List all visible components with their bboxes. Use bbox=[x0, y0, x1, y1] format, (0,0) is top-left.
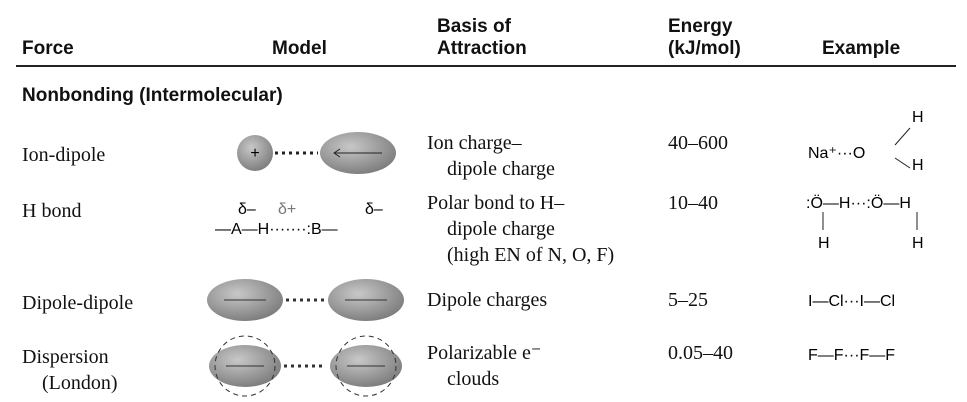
example: :Ö—H···:Ö—H bbox=[806, 194, 911, 212]
example: Na⁺···O bbox=[808, 145, 865, 162]
example: I—Cl···I—Cl bbox=[808, 293, 895, 310]
model-label: δ– bbox=[365, 201, 383, 218]
model-label: δ+ bbox=[278, 201, 296, 218]
example: F—F···F—F bbox=[808, 347, 895, 364]
example: H bbox=[912, 109, 924, 126]
example: H bbox=[912, 235, 924, 252]
model-label: δ– bbox=[238, 201, 256, 218]
drawings: + δ– δ+ δ– —A—H·······:B— Na⁺···O H H :Ö… bbox=[0, 0, 967, 402]
example: H bbox=[818, 235, 830, 252]
model-label: —A—H·······:B— bbox=[215, 221, 338, 238]
model-dipole-dipole bbox=[207, 279, 404, 321]
model-label: + bbox=[250, 145, 259, 162]
model-dispersion bbox=[209, 336, 402, 396]
example: H bbox=[912, 157, 924, 174]
model-ion-dipole bbox=[237, 132, 396, 174]
bonds bbox=[823, 128, 917, 230]
page: Force Model Basis of Attraction Energy (… bbox=[0, 0, 967, 402]
